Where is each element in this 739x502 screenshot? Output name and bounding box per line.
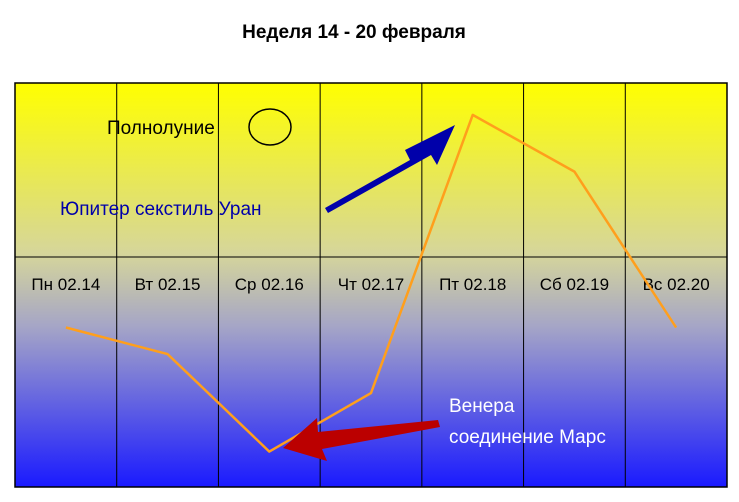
venus-annotation-line2: соединение Марс	[449, 427, 606, 448]
x-tick-label: Чт 02.17	[338, 275, 404, 294]
red-arrow	[283, 418, 440, 461]
blue-arrow	[325, 125, 455, 213]
x-tick-label: Ср 02.16	[235, 275, 304, 294]
plot-area	[15, 83, 727, 487]
plot-border	[14, 82, 728, 488]
full-moon-icon	[248, 108, 292, 146]
venus-annotation-line1: Венера	[449, 396, 515, 417]
x-tick-label: Пн 02.14	[31, 275, 100, 294]
x-tick-label: Пт 02.18	[439, 275, 506, 294]
x-tick-label: Вт 02.15	[135, 275, 201, 294]
full-moon-annotation: Полнолуние	[107, 118, 215, 139]
chart-title: Неделя 14 - 20 февраля	[242, 22, 466, 43]
x-tick-label: Вс 02.20	[643, 275, 710, 294]
jupiter-annotation: Юпитер секстиль Уран	[60, 199, 262, 220]
x-tick-label: Сб 02.19	[540, 275, 609, 294]
